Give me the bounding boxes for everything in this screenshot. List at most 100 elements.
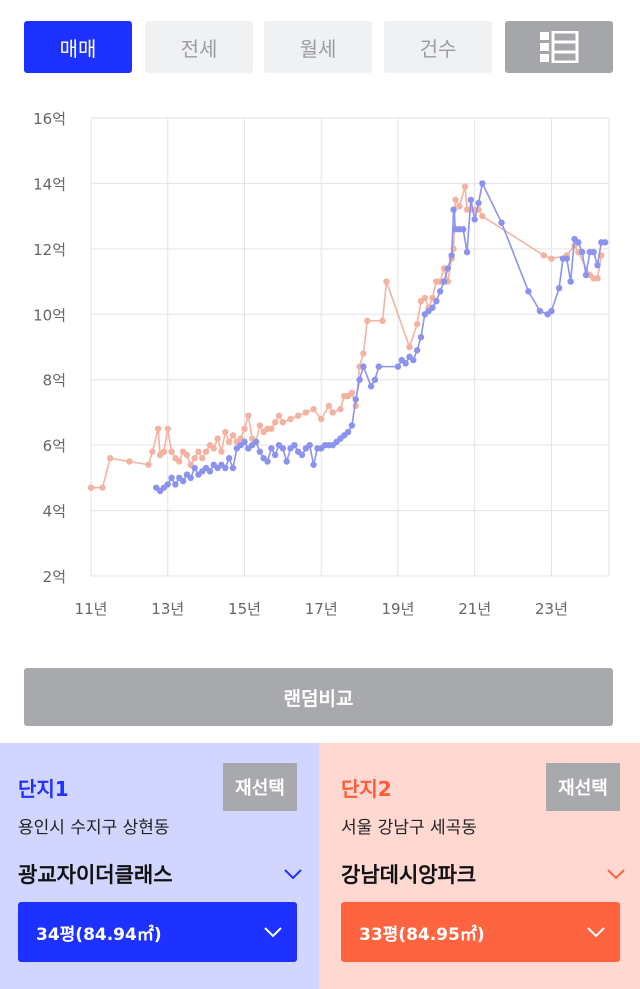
complex1-panel: 단지1 재선택 용인시 수지구 상현동 광교자이더클래스 34평(84.94㎡) xyxy=(0,743,319,989)
complex2-reselect-button[interactable]: 재선택 xyxy=(546,763,620,811)
y-tick-label: 16억 xyxy=(33,110,66,128)
data-point-complex1 xyxy=(582,271,590,279)
data-point-complex1 xyxy=(463,248,471,256)
data-point-complex1 xyxy=(172,481,179,488)
data-point-complex1 xyxy=(344,428,352,436)
chevron-down-icon xyxy=(607,869,625,880)
x-tick-label: 19년 xyxy=(382,600,415,618)
data-point-complex1 xyxy=(283,458,290,465)
data-point-complex1 xyxy=(555,284,563,292)
data-point-complex2 xyxy=(160,448,168,455)
data-point-complex1 xyxy=(187,474,194,482)
data-point-complex2 xyxy=(379,317,386,325)
data-point-complex2 xyxy=(329,409,336,416)
random-compare-button[interactable]: 랜덤비교 xyxy=(24,668,613,726)
data-point-complex2 xyxy=(210,445,217,452)
complex1-apartment-select[interactable]: 광교자이더클래스 xyxy=(18,859,303,889)
complex2-panel: 단지2 재선택 서울 강남구 세곡동 강남데시앙파크 33평(84.95㎡) xyxy=(319,743,640,989)
data-point-complex1 xyxy=(164,481,171,488)
complex1-apartment-name: 광교자이더클래스 xyxy=(18,863,173,887)
data-point-complex1 xyxy=(222,464,229,472)
data-point-complex1 xyxy=(191,464,198,472)
y-tick-label: 10억 xyxy=(33,306,66,324)
data-point-complex2 xyxy=(164,425,171,432)
data-point-complex1 xyxy=(444,265,452,272)
list-view-button[interactable] xyxy=(505,21,613,73)
data-point-complex2 xyxy=(202,448,210,455)
data-point-complex1 xyxy=(433,298,440,305)
data-point-complex1 xyxy=(536,307,544,315)
data-point-complex2 xyxy=(99,484,106,491)
x-tick-label: 21년 xyxy=(458,600,491,618)
data-point-complex1 xyxy=(402,360,409,367)
complex1-size-label: 34평(84.94㎡) xyxy=(36,924,162,945)
data-point-complex1 xyxy=(601,239,609,246)
data-point-complex1 xyxy=(356,376,363,383)
data-point-complex2 xyxy=(145,461,152,468)
complex2-size-select[interactable]: 33평(84.95㎡) xyxy=(341,902,620,962)
data-point-complex2 xyxy=(168,448,175,455)
data-point-complex1 xyxy=(252,438,260,446)
y-tick-label: 6억 xyxy=(43,437,66,455)
data-point-complex2 xyxy=(383,278,390,285)
tab-monthly-rent[interactable]: 월세 xyxy=(264,21,372,73)
data-point-complex2 xyxy=(268,425,275,432)
data-point-complex2 xyxy=(229,432,237,439)
data-point-complex2 xyxy=(154,425,162,432)
list-view-icon xyxy=(540,31,579,63)
data-point-complex2 xyxy=(241,425,248,432)
data-point-complex2 xyxy=(461,183,469,190)
data-point-complex2 xyxy=(310,405,317,413)
tab-sale[interactable]: 매매 xyxy=(24,21,132,73)
data-point-complex2 xyxy=(126,458,133,465)
data-point-complex1 xyxy=(367,383,375,390)
data-point-complex1 xyxy=(479,180,486,187)
data-point-complex2 xyxy=(218,448,225,455)
x-tick-label: 13년 xyxy=(151,600,184,618)
y-tick-label: 8억 xyxy=(43,372,66,390)
data-point-complex1 xyxy=(429,304,436,311)
data-point-complex1 xyxy=(206,468,214,475)
y-tick-label: 4억 xyxy=(43,503,66,521)
data-point-complex2 xyxy=(279,419,287,426)
data-point-complex1 xyxy=(360,363,367,370)
data-point-complex1 xyxy=(498,219,505,226)
data-point-complex2 xyxy=(295,412,302,419)
data-point-complex1 xyxy=(563,255,570,262)
y-tick-label: 14억 xyxy=(33,175,66,193)
data-point-complex2 xyxy=(149,448,156,455)
data-point-complex1 xyxy=(179,477,187,485)
chevron-down-icon xyxy=(284,869,302,880)
complex1-size-select[interactable]: 34평(84.94㎡) xyxy=(18,902,297,962)
tab-count[interactable]: 건수 xyxy=(384,21,492,73)
data-point-complex1 xyxy=(348,422,356,429)
data-point-complex2 xyxy=(302,409,310,416)
data-point-complex1 xyxy=(436,288,444,295)
x-tick-label: 15년 xyxy=(228,600,261,618)
tab-jeonse[interactable]: 전세 xyxy=(145,21,253,73)
data-point-complex2 xyxy=(106,455,114,462)
data-point-complex1 xyxy=(279,445,287,452)
data-point-complex1 xyxy=(241,438,248,446)
data-point-complex2 xyxy=(195,448,202,455)
data-point-complex2 xyxy=(214,435,221,442)
complex1-reselect-button[interactable]: 재선택 xyxy=(223,763,297,811)
chevron-down-icon xyxy=(587,927,605,938)
data-point-complex1 xyxy=(298,451,306,459)
data-point-complex1 xyxy=(578,248,586,256)
data-point-complex1 xyxy=(168,474,175,482)
data-point-complex2 xyxy=(337,405,344,413)
data-point-complex2 xyxy=(325,402,333,410)
y-tick-label: 12억 xyxy=(33,241,66,259)
data-point-complex2 xyxy=(318,415,325,423)
data-point-complex2 xyxy=(183,451,191,459)
data-point-complex2 xyxy=(540,252,547,259)
data-point-complex1 xyxy=(448,252,455,259)
data-point-complex1 xyxy=(567,278,574,285)
data-point-complex2 xyxy=(275,412,283,419)
complex2-title: 단지2 xyxy=(341,777,392,801)
data-point-complex1 xyxy=(371,376,379,383)
complex2-apartment-select[interactable]: 강남데시앙파크 xyxy=(341,859,626,889)
data-point-complex2 xyxy=(413,320,421,328)
data-point-complex1 xyxy=(459,226,467,233)
